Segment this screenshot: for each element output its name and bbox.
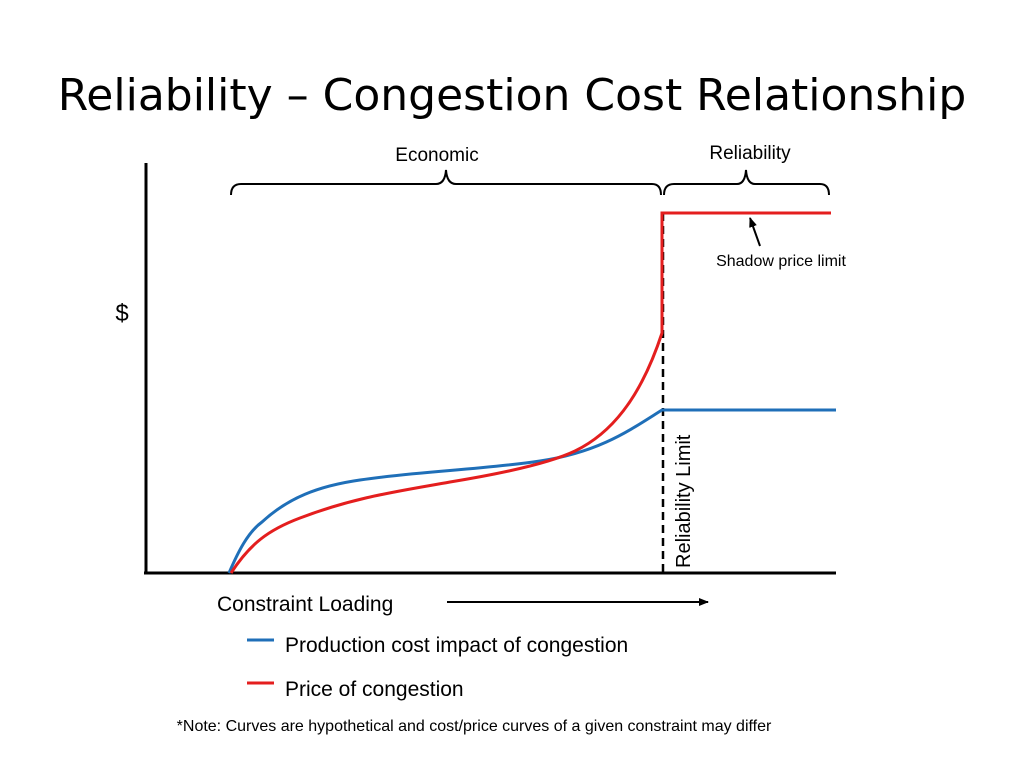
y-axis-label: $: [115, 300, 128, 327]
reliability-limit-label: Reliability Limit: [673, 434, 695, 568]
legend: Production cost impact of congestion Pri…: [247, 634, 628, 701]
legend-label-production-cost: Production cost impact of congestion: [285, 634, 628, 657]
slide-title: Reliability – Congestion Cost Relationsh…: [57, 70, 967, 121]
reliability-label: Reliability: [709, 143, 791, 164]
shadow-price-arrow: [749, 217, 761, 247]
economic-brace: [230, 169, 662, 196]
reliability-brace: [663, 169, 830, 196]
shadow-price-label: Shadow price limit: [716, 253, 846, 270]
legend-label-price: Price of congestion: [285, 678, 464, 701]
footnote: *Note: Curves are hypothetical and cost/…: [177, 718, 772, 735]
x-axis-label: Constraint Loading: [217, 593, 393, 616]
price-curve: [229, 211, 831, 574]
production-cost-curve: [227, 408, 836, 574]
economic-label: Economic: [395, 145, 478, 166]
